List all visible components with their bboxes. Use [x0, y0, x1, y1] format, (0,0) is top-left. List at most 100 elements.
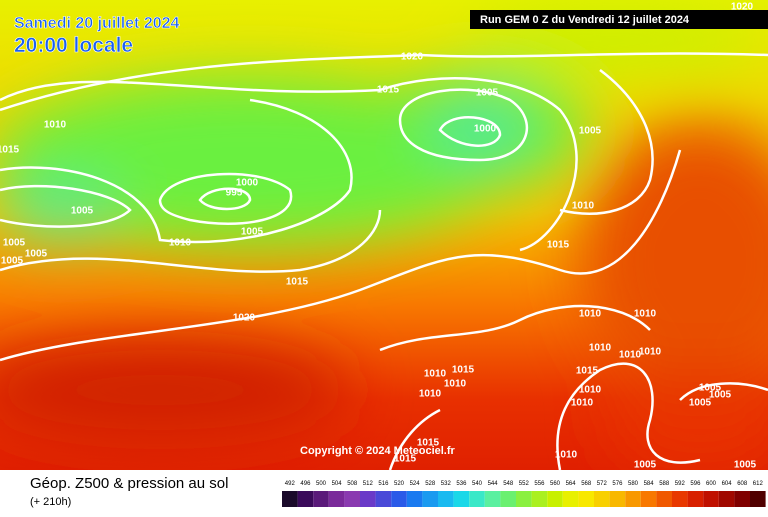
isobar-label: 1005	[699, 383, 722, 394]
scale-swatch	[718, 491, 735, 507]
isobar-label: 1010	[639, 347, 662, 358]
scale-label: 500	[316, 481, 327, 487]
isobar-label: 1005	[3, 238, 26, 249]
scale-swatch	[484, 491, 501, 507]
scale-swatch	[500, 491, 516, 507]
isobar-label: 1010	[572, 201, 595, 212]
scale-swatch	[687, 491, 704, 507]
isobar-label: 1020	[401, 52, 424, 63]
scale-label: 520	[394, 481, 405, 487]
isobar-label: 1000	[474, 124, 497, 135]
footer-title: Géop. Z500 & pression au sol	[30, 475, 228, 492]
isobar-label: 1010	[419, 389, 442, 400]
scale-label: 512	[363, 481, 374, 487]
scale-swatch	[531, 491, 548, 507]
scale-swatch	[282, 491, 298, 507]
isobars	[0, 52, 768, 471]
time: 20:00 locale	[14, 34, 133, 57]
header: Samedi 20 juillet 2024 20:00 locale Run …	[14, 10, 768, 457]
isobar-label: 1005	[1, 256, 24, 267]
date: Samedi 20 juillet 2024	[14, 15, 180, 32]
scale-label: 524	[410, 481, 421, 487]
isobar-label: 1010	[424, 369, 447, 380]
scale-swatch	[516, 491, 532, 507]
isobar-label: 1005	[579, 126, 602, 137]
isobar-label: 1010	[579, 385, 602, 396]
isobar-label: 1020	[233, 313, 256, 324]
scale-label: 604	[722, 481, 733, 487]
isobar-label: 1010	[619, 350, 642, 361]
run-box	[470, 10, 768, 29]
scale-label: 540	[472, 481, 483, 487]
isobar-label: 1010	[44, 120, 67, 131]
isobar-label: 1015	[0, 145, 20, 156]
isobar-label: 1015	[547, 240, 570, 251]
isobar-label: 1010	[589, 343, 612, 354]
scale-label: 560	[550, 481, 561, 487]
scale-swatch	[609, 491, 626, 507]
scale-label: 544	[488, 481, 499, 487]
scale-swatch	[375, 491, 392, 507]
scale-label: 516	[378, 481, 389, 487]
scale-swatch	[438, 491, 454, 507]
isobar-label: 1000	[236, 178, 259, 189]
field	[0, 0, 768, 470]
scale-label: 580	[628, 481, 639, 487]
isobar-label: 1005	[734, 460, 757, 471]
scale-swatch	[672, 491, 688, 507]
scale-swatch	[328, 491, 345, 507]
color-scale: 492 496 500 504 508 512 516 520 524 528 532 536 540 5…	[282, 481, 766, 507]
isobar-label: 1005	[709, 390, 732, 401]
copyright: Copyright © 2024 Meteociel.fr	[300, 445, 456, 457]
isobar-label: 1005	[689, 398, 712, 409]
scale-swatch	[469, 491, 485, 507]
isobar-label: 1005	[241, 227, 264, 238]
scale-swatch	[594, 491, 610, 507]
scale-swatch	[703, 491, 719, 507]
isobar-label: 1005	[634, 460, 657, 471]
footer-lead: (+ 210h)	[30, 496, 71, 508]
isobar-label: 1015	[377, 85, 400, 96]
scale-label: 504	[332, 481, 343, 487]
scale-label: 556	[534, 481, 545, 487]
scale-label: 532	[441, 481, 452, 487]
scale-label: 608	[737, 481, 748, 487]
scale-label: 496	[300, 481, 311, 487]
scale-label: 596	[690, 481, 701, 487]
scale-swatch	[360, 491, 376, 507]
scale-swatch	[391, 491, 407, 507]
isobar-label: 1005	[476, 88, 499, 99]
scale-swatch	[344, 491, 360, 507]
scale-label: 528	[425, 481, 436, 487]
scale-label: 576	[612, 481, 623, 487]
isobar-label: 1010	[444, 379, 467, 390]
scale-label: 492	[285, 481, 296, 487]
scale-label: 564	[566, 481, 577, 487]
isobar-label: 1015	[417, 438, 440, 449]
scale-label: 572	[597, 481, 608, 487]
isobar-label: 1010	[634, 309, 657, 320]
footer: Géop. Z500 & pression au sol (+ 210h) 49…	[0, 470, 768, 512]
scale-swatch	[453, 491, 470, 507]
isobar-label: 1005	[71, 206, 94, 217]
isobar-label: 1020	[731, 2, 754, 13]
scale-swatch	[422, 491, 438, 507]
scale-label: 552	[519, 481, 530, 487]
isobar-label: 1015	[286, 277, 309, 288]
scale-label: 600	[706, 481, 717, 487]
isobar-label: 1015	[576, 366, 599, 377]
scale-swatch	[406, 491, 423, 507]
scale-swatch	[547, 491, 563, 507]
isobar-label: 1005	[25, 249, 48, 260]
scale-swatch	[640, 491, 657, 507]
scale-label: 536	[456, 481, 467, 487]
scale-label: 548	[503, 481, 514, 487]
isobar-label: 1015	[394, 454, 417, 465]
scale-label: 508	[347, 481, 358, 487]
isobar-label: 1010	[169, 238, 192, 249]
scale-swatch	[625, 491, 641, 507]
scale-label: 612	[753, 481, 764, 487]
scale-swatch	[750, 491, 766, 507]
scale-swatch	[313, 491, 329, 507]
